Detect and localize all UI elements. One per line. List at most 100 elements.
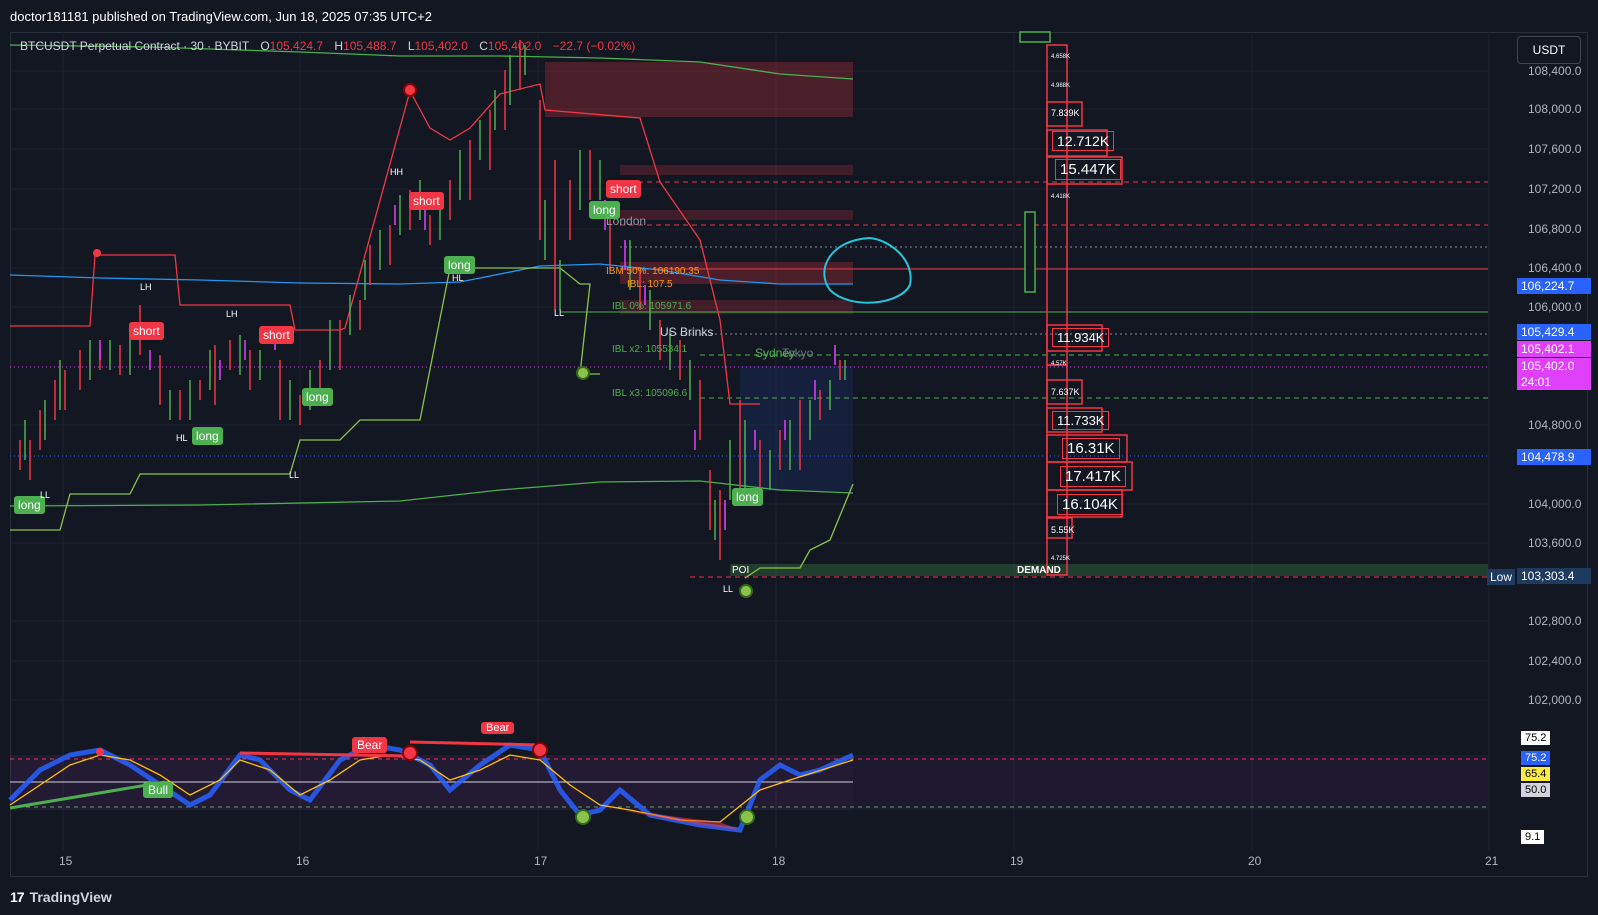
bull-divergence-label: Bull: [143, 782, 174, 798]
price-badge: 106,224.7: [1517, 278, 1591, 294]
short-signal: short: [409, 192, 444, 210]
bear-divergence-label: Bear: [481, 722, 515, 734]
oscillator-value: 65.4: [1521, 767, 1551, 781]
tradingview-logo-text: TradingView: [29, 889, 112, 905]
long-signal: long: [192, 427, 223, 445]
low-label: L: [407, 39, 415, 53]
short-signal: short: [606, 180, 641, 198]
ibl-x3-label: IBL x3: 105096.6: [612, 388, 688, 399]
swing-label: LL: [40, 490, 51, 500]
date-tick: 19: [1010, 854, 1024, 868]
high-label: H: [334, 39, 344, 53]
volume-label: 17.417K: [1060, 466, 1126, 487]
date-tick: 21: [1485, 854, 1499, 868]
swing-label: HL: [452, 273, 464, 283]
price-tick: 102,000.0: [1528, 693, 1582, 707]
date-tick: 17: [534, 854, 548, 868]
ibl-x2-label: IBL x2: 105534.1: [612, 344, 688, 355]
price-tick: 104,000.0: [1528, 497, 1582, 511]
demand-label: DEMAND: [1017, 565, 1061, 576]
ibm50-label: IBM 50%: 106190.35: [606, 266, 700, 277]
price-tick: 106,400.0: [1528, 261, 1582, 275]
low-tag: Low: [1487, 569, 1516, 585]
close-value: 105,402.0: [487, 39, 542, 53]
swing-label: LL: [554, 308, 565, 318]
volume-label: 4.57K: [1051, 361, 1067, 367]
close-label: C: [479, 39, 488, 53]
poi-label: POI: [732, 565, 750, 576]
price-tick: 103,600.0: [1528, 536, 1582, 550]
volume-label: 4.725K: [1051, 556, 1071, 562]
london-session-label: London: [606, 214, 647, 228]
price-tick: 104,800.0: [1528, 418, 1582, 432]
high-value: 105,488.7: [343, 39, 397, 53]
tokyo-session-label: Tokyo: [782, 346, 814, 360]
published-info: doctor181181 published on TradingView.co…: [10, 9, 432, 24]
symbol-name[interactable]: BTCUSDT Perpetual Contract · 30 · BYBIT: [20, 39, 249, 53]
oscillator-value: 75.2: [1521, 751, 1551, 765]
us-brinks-label: US Brinks: [660, 325, 714, 339]
long-signal: long: [14, 496, 45, 514]
sydney-session-label: Sydney: [755, 346, 796, 360]
price-badge: 105,402.1: [1517, 341, 1591, 357]
price-tick: 107,200.0: [1528, 182, 1582, 196]
price-tick: 102,400.0: [1528, 654, 1582, 668]
swing-label: HH: [390, 167, 403, 177]
long-signal: long: [589, 201, 620, 219]
symbol-legend[interactable]: BTCUSDT Perpetual Contract · 30 · BYBIT …: [20, 39, 635, 53]
price-badge: 105,429.4: [1517, 324, 1591, 340]
swing-label: LH: [226, 309, 238, 319]
date-tick: 15: [59, 854, 73, 868]
change-value: −22.7 (−0.02%): [552, 39, 636, 53]
volume-label: 5.55K: [1051, 525, 1075, 535]
price-tick: 108,400.0: [1528, 64, 1582, 78]
open-value: 105,424.7: [269, 39, 324, 53]
swing-label: LH: [140, 282, 152, 292]
volume-label: 12.712K: [1052, 131, 1115, 151]
volume-label: 4.418K: [1051, 194, 1071, 200]
currency-button[interactable]: USDT: [1517, 36, 1581, 64]
chart-area[interactable]: [10, 32, 1588, 877]
long-signal: long: [444, 256, 475, 274]
ibh-label: IBL: 107.5: [627, 279, 673, 290]
long-signal: long: [732, 488, 763, 506]
swing-label: HL: [176, 433, 188, 443]
volume-label: 16.31K: [1062, 438, 1120, 459]
swing-label: LL: [723, 584, 734, 594]
date-tick: 16: [296, 854, 310, 868]
price-tick: 107,600.0: [1528, 142, 1582, 156]
date-tick: 18: [772, 854, 786, 868]
oscillator-value: 9.1: [1521, 830, 1545, 844]
low-value: 105,402.0: [414, 39, 468, 53]
price-badge: 103,303.4: [1517, 568, 1591, 584]
price-badge: 104,478.9: [1517, 449, 1591, 465]
volume-label: 4.658K: [1051, 54, 1071, 60]
current-price-badge: 105,402.0: [1517, 358, 1591, 374]
top-bar: doctor181181 published on TradingView.co…: [0, 0, 1598, 32]
price-tick: 106,000.0: [1528, 300, 1582, 314]
volume-label: 11.934K: [1052, 328, 1110, 347]
candle-countdown: 24:01: [1517, 374, 1591, 390]
footer: [0, 877, 1598, 915]
volume-label: 16.104K: [1057, 494, 1123, 515]
price-tick: 106,800.0: [1528, 222, 1582, 236]
tradingview-logo-icon: 17: [10, 889, 25, 905]
price-tick: 108,000.0: [1528, 102, 1582, 116]
volume-label: 4.988K: [1051, 83, 1071, 89]
open-label: O: [260, 39, 270, 53]
volume-label: 7.637K: [1051, 387, 1080, 397]
short-signal: short: [129, 322, 164, 340]
price-tick: 102,800.0: [1528, 614, 1582, 628]
bear-divergence-label: Bear: [352, 737, 388, 753]
swing-label: LL: [289, 470, 300, 480]
short-signal: short: [259, 326, 294, 344]
volume-label: 15.447K: [1055, 159, 1121, 180]
volume-label: 7.839K: [1051, 108, 1080, 118]
long-signal: long: [302, 388, 333, 406]
ibl0-label: IBL 0%: 105971.6: [612, 301, 692, 312]
oscillator-value: 75.2: [1521, 731, 1551, 745]
tradingview-logo[interactable]: 17 TradingView: [10, 889, 112, 905]
volume-label: 11.733K: [1052, 411, 1110, 430]
date-tick: 20: [1248, 854, 1262, 868]
oscillator-value: 50.0: [1521, 783, 1551, 797]
